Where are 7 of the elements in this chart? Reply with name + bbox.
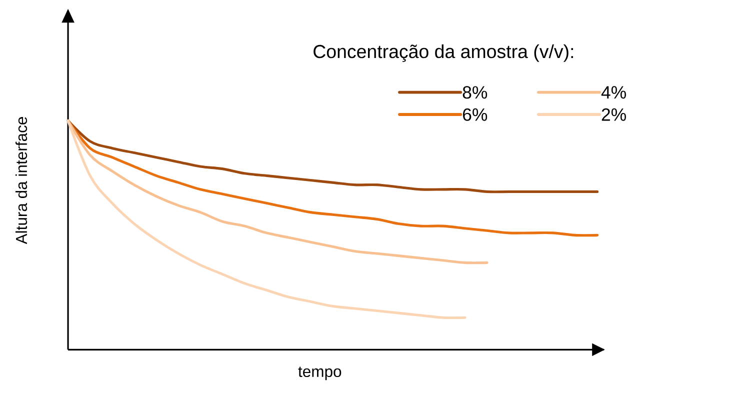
legend-label: 6% <box>462 108 488 121</box>
x-axis-title: tempo <box>298 366 342 380</box>
y-axis-title: Altura da interface <box>15 117 28 244</box>
legend-label: 8% <box>462 86 488 99</box>
legend-title: Concentração da amostra (v/v): <box>314 44 574 62</box>
legend-label: 2% <box>602 108 626 121</box>
legend-label: 4% <box>601 86 626 99</box>
